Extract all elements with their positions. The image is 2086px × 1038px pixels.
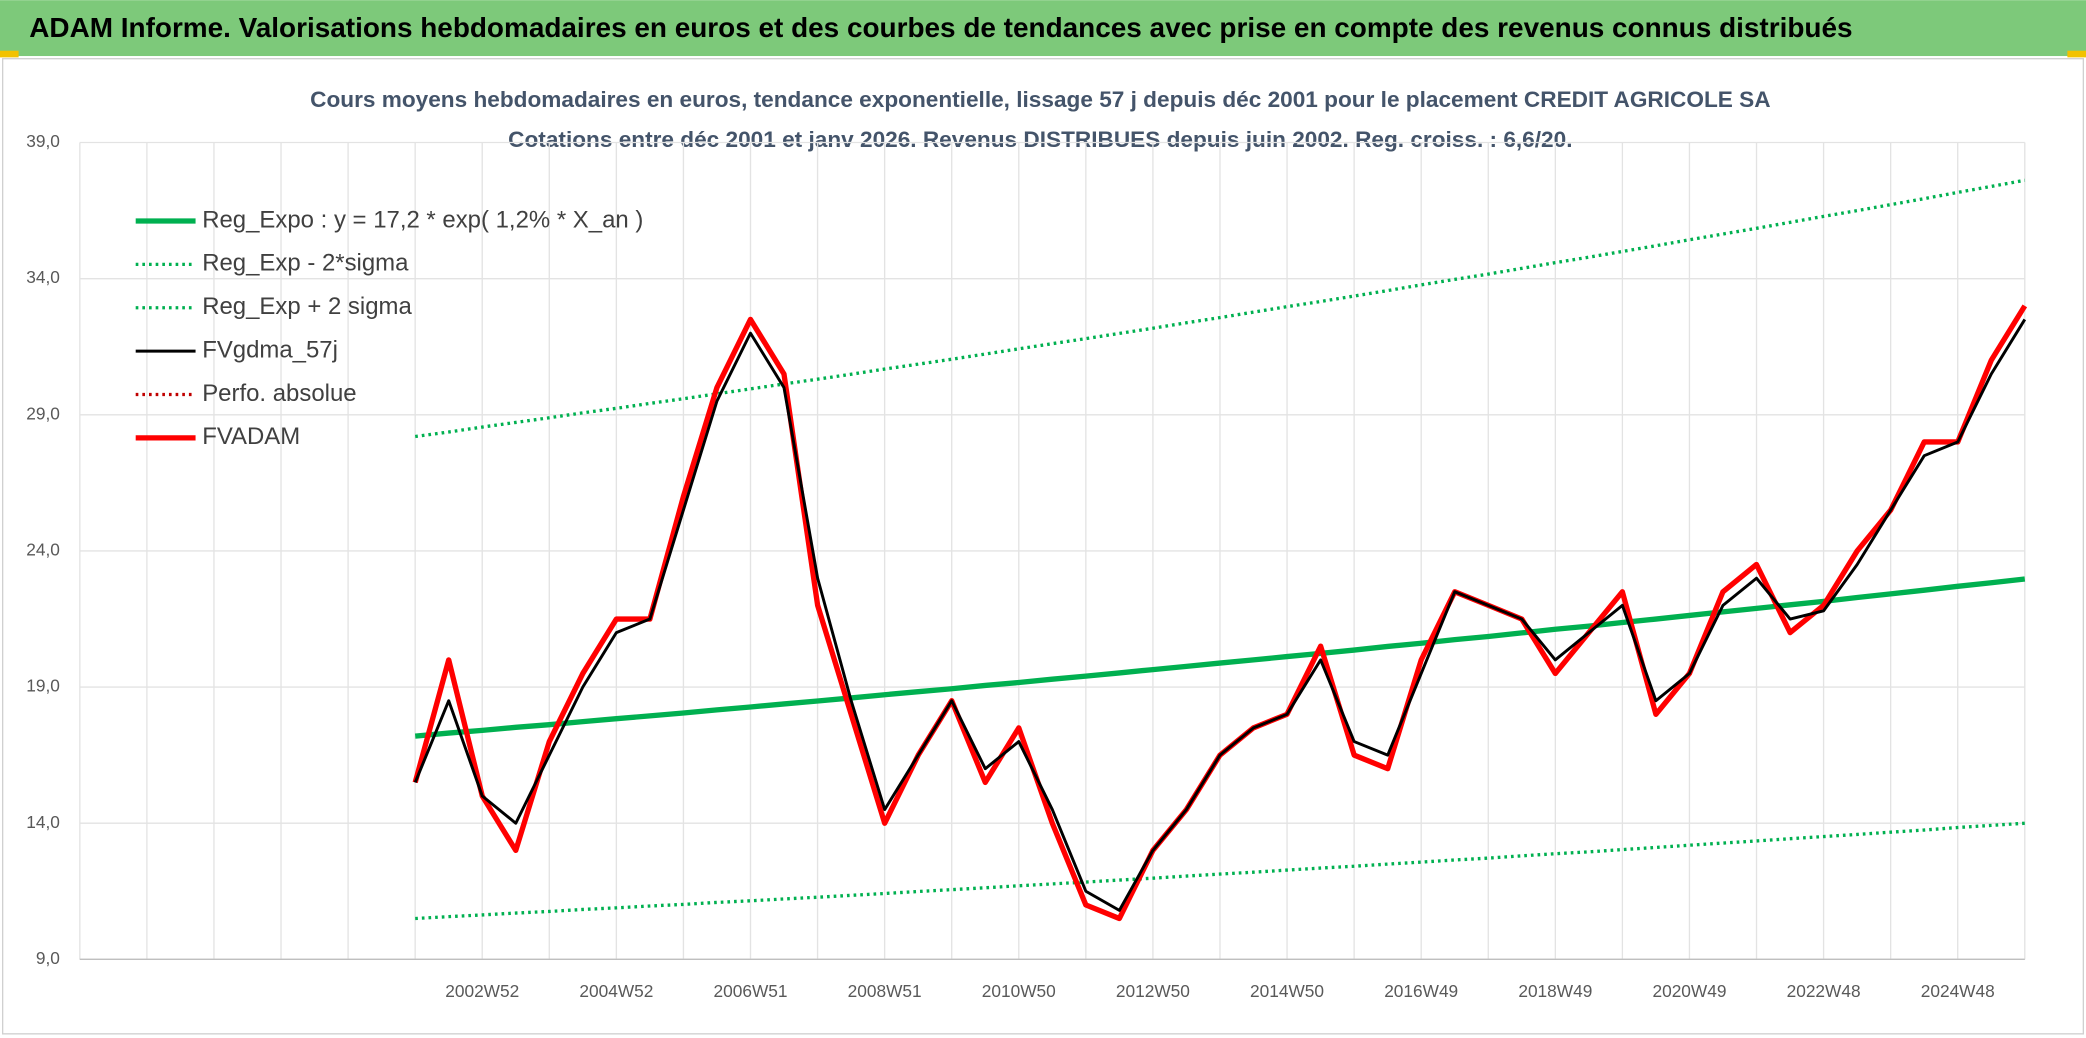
- y-tick-label: 39,0: [26, 131, 60, 151]
- legend-label: Perfo. absolue: [202, 380, 356, 407]
- x-tick-label: 2018W49: [1518, 981, 1592, 1001]
- legend-label: FVADAM: [202, 423, 300, 450]
- x-tick-label: 2024W48: [1921, 981, 1995, 1001]
- header-title: ADAM Informe. Valorisations hebdomadaire…: [29, 12, 1852, 43]
- chart-border: [1, 58, 2085, 1035]
- x-tick-label: 2020W49: [1652, 981, 1726, 1001]
- chart-title: Cours moyens hebdomadaires en euros, ten…: [310, 87, 1770, 112]
- x-tick-label: 2002W52: [445, 981, 519, 1001]
- series-line: [414, 576, 2026, 739]
- y-tick-label: 14,0: [26, 812, 60, 832]
- y-tick-label: 24,0: [26, 539, 60, 559]
- x-tick-label: 2022W48: [1787, 981, 1861, 1001]
- series-line: [414, 178, 2026, 439]
- series-line: [415, 821, 2025, 921]
- y-tick-label: 34,0: [26, 267, 60, 287]
- header-bar: [0, 0, 2086, 57]
- x-tick-label: 2016W49: [1384, 981, 1458, 1001]
- x-tick-label: 2012W50: [1116, 981, 1190, 1001]
- x-tick-label: 2004W52: [579, 981, 653, 1001]
- legend-label: FVgdma_57j: [202, 336, 338, 363]
- corner: [2067, 50, 2086, 58]
- x-tick-label: 2006W51: [714, 981, 788, 1001]
- y-tick-label: 29,0: [26, 403, 60, 423]
- x-tick-label: 2008W51: [848, 981, 922, 1001]
- legend-label: Reg_Exp - 2*sigma: [202, 250, 409, 277]
- legend-label: Reg_Exp + 2 sigma: [202, 293, 412, 320]
- legend-label: Reg_Expo : y = 17,2 * exp( 1,2% * X_an ): [202, 206, 643, 233]
- y-tick-label: 19,0: [26, 676, 60, 696]
- x-tick-label: 2010W50: [982, 981, 1056, 1001]
- series-line: [413, 318, 2027, 912]
- x-tick-label: 2014W50: [1250, 981, 1324, 1001]
- corner: [0, 50, 19, 58]
- chart-subtitle: Cotations entre déc 2001 et janv 2026. R…: [508, 127, 1572, 152]
- y-tick-label: 9,0: [36, 948, 60, 968]
